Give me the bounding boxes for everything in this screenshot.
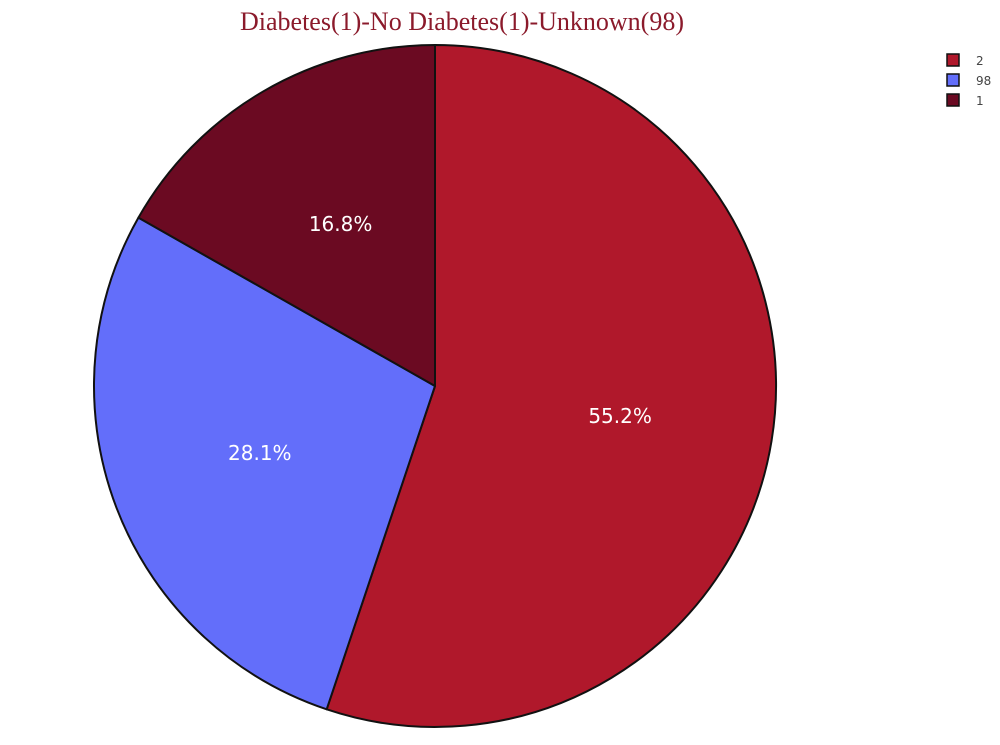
- pie-slices: [93, 44, 777, 728]
- pie-slice-labels: 55.2% 28.1% 16.8%: [228, 212, 652, 465]
- pie-slice-98[interactable]: [93, 216, 436, 711]
- slice-label-98: 28.1%: [228, 441, 292, 465]
- chart-title: Diabetes(1)-No Diabetes(1)-Unknown(98): [240, 7, 684, 36]
- legend-swatch-98[interactable]: [946, 73, 960, 87]
- slice-label-1: 16.8%: [309, 212, 373, 236]
- legend-label-2[interactable]: 2: [976, 54, 984, 68]
- legend-swatch-1[interactable]: [946, 93, 960, 107]
- legend-label-1[interactable]: 1: [976, 94, 984, 108]
- pie-slice-1[interactable]: [137, 44, 436, 387]
- slice-label-2: 55.2%: [588, 404, 652, 428]
- legend-label-98[interactable]: 98: [976, 74, 991, 88]
- legend-swatch-2[interactable]: [946, 53, 960, 67]
- legend: 2 98 1: [946, 53, 991, 108]
- pie-slice-2[interactable]: [325, 44, 777, 728]
